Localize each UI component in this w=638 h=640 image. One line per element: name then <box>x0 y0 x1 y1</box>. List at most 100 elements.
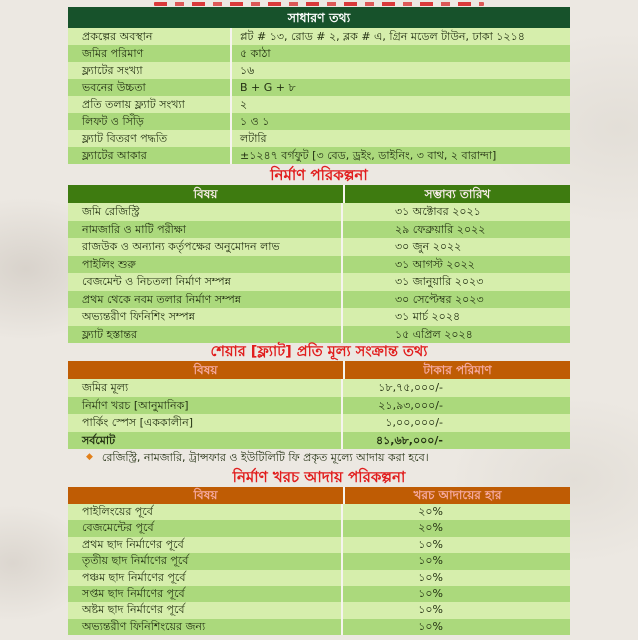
construction-schedule-table: বিষয় সম্ভাব্য তারিখ জমি রেজিস্ট্রি ৩১ অ… <box>68 185 570 343</box>
row-label: পাইলিংয়ের পূর্বে <box>68 504 343 521</box>
diamond-bullet-icon: ◆ <box>86 452 93 462</box>
table-row: বেজমেন্টের পূর্বে ২০% <box>68 520 570 537</box>
table-row: নির্মাণ খরচ [আনুমানিক] ২১,৯৩,০০০/- <box>68 396 570 414</box>
row-label: জমির মূল্য <box>68 379 343 397</box>
row-value: ১০% <box>418 554 443 568</box>
table-row: জমি রেজিস্ট্রি ৩১ অক্টোবর ২০২১ <box>68 203 570 221</box>
row-label: অভ্যন্তরীণ ফিনিশিংয়ের জন্য <box>68 618 343 636</box>
row-value: ২৯ ফেব্রুয়ারি ২০২২ <box>395 222 486 236</box>
fee-note-text: রেজিস্ট্রি, নামজারি, ট্রান্সফার ও ইউটিলি… <box>101 451 429 464</box>
row-value: ৪১,৬৮,০০০/- <box>376 433 443 447</box>
table-row: প্রথম থেকে নবম তলার নির্মাণ সম্পন্ন ৩০ স… <box>68 290 570 308</box>
table-header-row: বিষয় খরচ আদায়ের হার <box>68 487 570 504</box>
row-value: ২১,৯৩,০০০/- <box>378 398 443 412</box>
table-row: লিফট ও সিঁড়ি ১ ও ১ <box>68 113 570 130</box>
row-label: ফ্ল্যাটের সংখ্যা <box>68 62 232 79</box>
section-title-payment-plan: নির্মাণ খরচ আদায় পরিকল্পনা <box>232 468 406 486</box>
table-title: সাধারণ তথ্য <box>68 7 570 28</box>
row-label: ফ্ল্যাটের আকার <box>68 147 232 164</box>
column-header-date: সম্ভাব্য তারিখ <box>424 187 491 201</box>
table-row: পঞ্চম ছাদ নির্মাণের পূর্বে ১০% <box>68 569 570 586</box>
table-header-row: বিষয় সম্ভাব্য তারিখ <box>68 185 570 203</box>
table-row-total: সর্বমোট ৪১,৬৮,০০০/- <box>68 431 570 449</box>
row-label: জমির পরিমাণ <box>68 45 232 62</box>
table-row: পার্কিং স্পেস [এককালীন] ১,০০,০০০/- <box>68 414 570 432</box>
row-label: রাজউক ও অন্যান্য কর্তৃপক্ষের অনুমোদন লাভ <box>68 238 343 256</box>
table-row: ফ্ল্যাট হস্তান্তর ১৫ এপ্রিল ২০২৪ <box>68 325 570 343</box>
row-value: ১,০০,০০০/- <box>385 416 443 429</box>
price-info-table: বিষয় টাকার পরিমাণ জমির মূল্য ১৮,৭৫,০০০/… <box>68 361 570 449</box>
row-value: ২ <box>240 98 248 111</box>
table-row: পাইলিংয়ের পূর্বে ২০% <box>68 504 570 521</box>
row-value: ১০% <box>418 603 443 617</box>
row-value: প্লট # ১৩, রোড # ২, ব্লক # এ, গ্রিন মডেল… <box>240 30 525 43</box>
table-row: পাইলিং শুরু ৩১ আগস্ট ২০২২ <box>68 255 570 273</box>
table-row: ভবনের উচ্চতা B + G + ৮ <box>68 79 570 96</box>
row-value: ২০% <box>418 521 443 535</box>
row-label: ফ্ল্যাট হস্তান্তর <box>68 325 343 343</box>
row-label: বেজমেন্ট ও নিচতলা নির্মাণ সম্পন্ন <box>68 273 343 291</box>
row-value: লটারি <box>240 132 267 145</box>
row-value: ১৮,৭৫,০০০/- <box>378 381 443 394</box>
row-label: অভ্যন্তরীণ ফিনিশিং সম্পন্ন <box>68 308 343 326</box>
row-label: সপ্তম ছাদ নির্মাণের পূর্বে <box>68 585 343 603</box>
row-label: নির্মাণ খরচ [আনুমানিক] <box>68 396 343 414</box>
table-row: ফ্ল্যাটের আকার ±১২৪৭ বর্গফুট [৩ বেড, ড্র… <box>68 147 570 164</box>
row-label: ফ্ল্যাট বিতরণ পদ্ধতি <box>68 130 232 147</box>
row-label: লিফট ও সিঁড়ি <box>68 113 232 130</box>
column-header-subject: বিষয় <box>68 185 345 203</box>
table-row: জমির মূল্য ১৮,৭৫,০০০/- <box>68 379 570 397</box>
row-label: প্রতি তলায় ফ্ল্যাট সংখ্যা <box>68 96 232 113</box>
row-label: অষ্টম ছাদ নির্মাণের পূর্বে <box>68 602 343 619</box>
table-body: পাইলিংয়ের পূর্বে ২০% বেজমেন্টের পূর্বে … <box>68 504 570 636</box>
column-header-amount: টাকার পরিমাণ <box>423 363 492 377</box>
row-value: ১৫ এপ্রিল ২০২৪ <box>395 327 473 341</box>
row-label: পঞ্চম ছাদ নির্মাণের পূর্বে <box>68 569 343 586</box>
row-label: সর্বমোট <box>68 431 343 449</box>
table-row: বেজমেন্ট ও নিচতলা নির্মাণ সম্পন্ন ৩১ জান… <box>68 273 570 291</box>
row-label: পাইলিং শুরু <box>68 255 343 273</box>
table-body: জমির মূল্য ১৮,৭৫,০০০/- নির্মাণ খরচ [আনুম… <box>68 379 570 449</box>
table-header-row: বিষয় টাকার পরিমাণ <box>68 361 570 379</box>
general-info-table: সাধারণ তথ্য প্রকল্পের অবস্থান প্লট # ১৩,… <box>68 7 570 164</box>
table-row: ফ্ল্যাট বিতরণ পদ্ধতি লটারি <box>68 130 570 147</box>
table-row: জমির পরিমাণ ৫ কাঠা <box>68 45 570 62</box>
payment-plan-table: বিষয় খরচ আদায়ের হার পাইলিংয়ের পূর্বে … <box>68 487 570 636</box>
row-value: ১৬ <box>240 64 255 77</box>
row-label: প্রকল্পের অবস্থান <box>68 28 232 45</box>
row-label: নামজারি ও মাটি পরীক্ষা <box>68 220 343 238</box>
row-value: ১ ও ১ <box>240 115 270 128</box>
row-value: ৩১ আগস্ট ২০২২ <box>395 257 475 271</box>
column-header-subject: বিষয় <box>68 361 345 379</box>
table-row: প্রথম ছাদ নির্মাণের পূর্বে ১০% <box>68 536 570 554</box>
table-row: সপ্তম ছাদ নির্মাণের পূর্বে ১০% <box>68 585 570 603</box>
table-row: অষ্টম ছাদ নির্মাণের পূর্বে ১০% <box>68 602 570 619</box>
table-row: তৃতীয় ছাদ নির্মাণের পূর্বে ১০% <box>68 553 570 570</box>
row-value: ৩১ অক্টোবর ২০২১ <box>395 205 481 218</box>
row-value: ৫ কাঠা <box>240 47 271 60</box>
table-row: নামজারি ও মাটি পরীক্ষা ২৯ ফেব্রুয়ারি ২০… <box>68 220 570 238</box>
row-label: ভবনের উচ্চতা <box>68 79 232 96</box>
table-body: প্রকল্পের অবস্থান প্লট # ১৩, রোড # ২, ব্… <box>68 28 570 164</box>
row-label: জমি রেজিস্ট্রি <box>68 203 343 221</box>
row-value: ৩০ সেপ্টেম্বর ২০২৩ <box>395 292 484 306</box>
table-body: জমি রেজিস্ট্রি ৩১ অক্টোবর ২০২১ নামজারি ও… <box>68 203 570 343</box>
section-title-share-price-info: শেয়ার [ফ্ল্যাট] প্রতি মূল্য সংক্রান্ত ত… <box>210 344 428 360</box>
clipped-title-remnant <box>154 2 484 6</box>
row-value: ১০% <box>418 586 443 600</box>
fee-note: ◆ রেজিস্ট্রি, নামজারি, ট্রান্সফার ও ইউটি… <box>86 449 638 466</box>
row-label: প্রথম থেকে নবম তলার নির্মাণ সম্পন্ন <box>68 290 343 308</box>
row-value: ৩০ জুন ২০২২ <box>395 240 462 253</box>
row-label: পার্কিং স্পেস [এককালীন] <box>68 414 343 432</box>
table-row: প্রতি তলায় ফ্ল্যাট সংখ্যা ২ <box>68 96 570 113</box>
column-header-rate: খরচ আদায়ের হার <box>413 488 502 502</box>
row-value: ±১২৪৭ বর্গফুট [৩ বেড, ড্রইং, ডাইনিং, ৩ ব… <box>240 149 497 162</box>
row-label: প্রথম ছাদ নির্মাণের পূর্বে <box>68 536 343 554</box>
row-value: ১০% <box>418 619 443 633</box>
table-row: প্রকল্পের অবস্থান প্লট # ১৩, রোড # ২, ব্… <box>68 28 570 45</box>
row-value: ১০% <box>418 537 443 551</box>
section-title-construction-plan: নির্মাণ পরিকল্পনা <box>270 166 368 184</box>
table-row: অভ্যন্তরীণ ফিনিশিংয়ের জন্য ১০% <box>68 618 570 636</box>
table-row: অভ্যন্তরীণ ফিনিশিং সম্পন্ন ৩১ মার্চ ২০২৪ <box>68 308 570 326</box>
